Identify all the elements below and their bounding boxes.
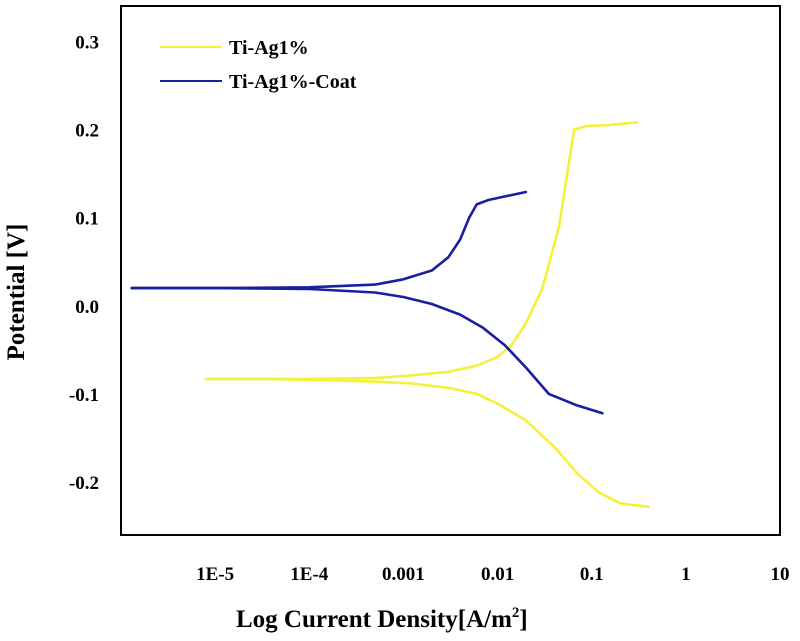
x-axis-unit-open: [A/m	[458, 606, 512, 633]
x-axis-title-main: Log Current Density	[236, 606, 458, 633]
y-axis-title: Potential [V]	[3, 224, 30, 361]
series-ti-ag1-anodic-line	[204, 121, 638, 381]
x-tick-label: 1E-4	[290, 564, 329, 585]
x-axis-title: Log Current Density[A/m2]	[236, 605, 528, 633]
y-tick-labels: 0.3 0.2 0.1 0.0 -0.1 -0.2	[69, 32, 99, 494]
y-tick-label: -0.2	[69, 473, 99, 494]
legend: Ti-Ag1% Ti-Ag1%-Coat	[160, 37, 357, 93]
y-tick-label: 0.2	[75, 120, 99, 141]
series-ti-ag1-coat-cathodic-line	[130, 286, 604, 415]
x-tick-label: 0.1	[580, 564, 604, 585]
x-tick-label: 10	[771, 564, 790, 585]
legend-label-ti-ag1-coat: Ti-Ag1%-Coat	[229, 71, 357, 93]
plot-frame	[120, 5, 781, 536]
x-tick-label: 1	[681, 564, 691, 585]
x-axis-unit-close: ]	[519, 606, 527, 633]
x-axis-unit-exp: 2	[512, 605, 520, 621]
legend-label-ti-ag1: Ti-Ag1%	[229, 37, 309, 59]
series-lines	[130, 121, 650, 509]
y-tick-label: -0.1	[69, 385, 99, 406]
x-tick-label: 0.001	[382, 564, 425, 585]
series-ti-ag1-cathodic-line	[204, 377, 650, 509]
y-tick-label: 0.0	[75, 297, 99, 318]
x-tick-labels: 1E-5 1E-4 0.001 0.01 0.1 1 10	[196, 564, 789, 585]
x-tick-label: 1E-5	[196, 564, 234, 585]
series-ti-ag1-coat-anodic-line	[130, 190, 528, 290]
x-tick-label: 0.01	[481, 564, 514, 585]
y-tick-label: 0.3	[75, 32, 99, 53]
y-tick-label: 0.1	[75, 209, 99, 230]
